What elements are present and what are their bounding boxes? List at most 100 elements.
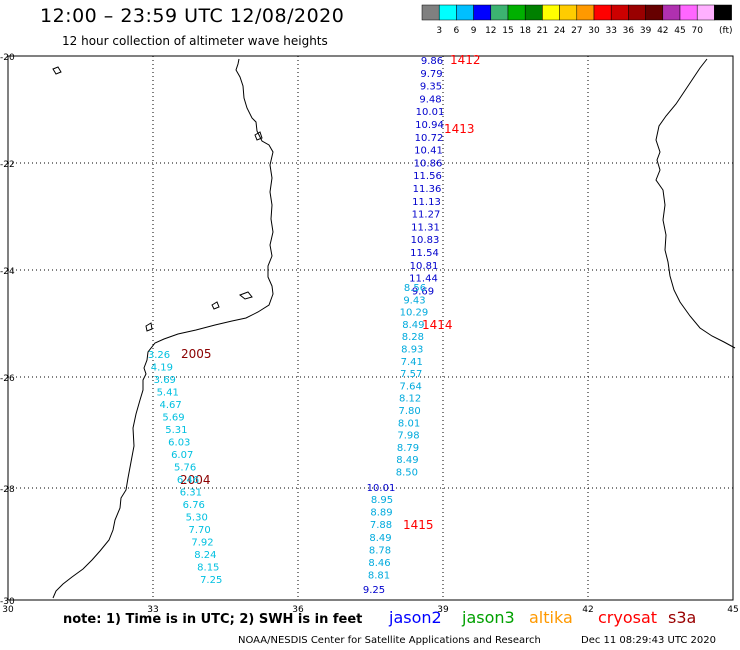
color-scale-tick: 33	[605, 26, 616, 36]
latitude-tick-label: -24	[0, 267, 15, 277]
wave-height-value: 9.79	[420, 69, 442, 80]
wave-height-value: 9.43	[403, 295, 425, 306]
pass-number-label: 1415	[403, 518, 434, 532]
color-scale-tick: 6	[454, 26, 460, 36]
pass-number-label: 1413	[444, 122, 475, 136]
latitude-tick-label: -20	[0, 53, 15, 63]
wave-height-value: 8.81	[368, 571, 390, 582]
wave-height-value: 7.57	[400, 369, 422, 380]
wave-height-value: 9.86	[421, 56, 443, 67]
satellite-legend-cryosat: cryosat	[598, 608, 658, 627]
wave-height-value: 8.12	[399, 394, 421, 405]
latitude-tick-label: -28	[0, 485, 15, 495]
longitude-tick-label: 45	[727, 605, 738, 615]
wave-height-value: 5.31	[165, 425, 187, 436]
map-frame: 30 33 36 39 42 45 -20 -22 -24 -26 -28 -30	[0, 53, 739, 615]
latitude-tick-label: -30	[0, 597, 15, 607]
color-scale-tick: 18	[519, 26, 531, 36]
wave-height-value: 3.26	[148, 350, 170, 361]
wave-height-value: 10.86	[414, 158, 443, 169]
wave-height-value: 8.49	[402, 320, 424, 331]
wave-height-value: 7.80	[398, 406, 420, 417]
wave-height-value: 8.28	[402, 332, 424, 343]
color-scale-tick: 9	[471, 26, 477, 36]
wave-height-value: 10.83	[411, 235, 440, 246]
wave-height-value: 7.92	[191, 538, 213, 549]
wave-height-value: 8.46	[368, 558, 390, 569]
wave-height-value: 8.79	[397, 443, 419, 454]
color-scale-tick: 39	[640, 26, 652, 36]
longitude-tick-label: 36	[292, 605, 304, 615]
color-scale-tick: 21	[537, 26, 548, 36]
wave-height-value: 8.15	[197, 563, 219, 574]
wave-height-tracks: 9.869.799.359.4810.0110.9410.7210.4110.8…	[148, 56, 444, 596]
footer-note: note: 1) Time is in UTC; 2) SWH is in fe…	[63, 612, 363, 627]
color-swatch	[714, 4, 732, 21]
wave-height-value: 11.44	[409, 274, 438, 285]
wave-height-value: 5.69	[162, 413, 184, 424]
wave-height-value: 6.46	[177, 475, 199, 486]
wave-height-value: 11.56	[413, 171, 442, 182]
wave-height-value: 7.25	[200, 575, 222, 586]
wave-height-value: 7.70	[188, 525, 210, 536]
madagascar-coastline	[655, 58, 736, 349]
wave-height-value: 8.01	[398, 418, 420, 429]
wave-height-value: 10.94	[415, 120, 444, 131]
wave-height-value: 9.35	[420, 82, 442, 93]
pass-number-label: 1414	[422, 318, 453, 332]
coastline	[52, 58, 736, 599]
wave-height-value: 8.78	[369, 545, 391, 556]
color-scale-tick: 15	[502, 26, 513, 36]
wave-height-value: 10.72	[415, 133, 444, 144]
longitude-tick-label: 42	[582, 605, 593, 615]
wave-height-value: 6.07	[171, 450, 193, 461]
wave-height-value: 8.93	[401, 345, 423, 356]
satellite-legend-altika: altika	[529, 608, 573, 627]
satellite-legend-s3a: s3a	[668, 608, 697, 627]
map-subtitle: 12 hour collection of altimeter wave hei…	[62, 34, 328, 48]
lake-outline	[52, 66, 62, 75]
wave-height-value: 5.76	[174, 463, 196, 474]
wave-height-value: 5.41	[157, 388, 179, 399]
wave-height-value: 10.29	[400, 308, 429, 319]
color-scale-tick: 12	[485, 26, 496, 36]
pass-number-label: 2004	[180, 473, 211, 487]
wave-height-value: 8.95	[371, 495, 393, 506]
color-scale-tick: 24	[554, 26, 566, 36]
pass-number-labels: 1412 1413 1414 1415 2005 2004	[180, 53, 481, 532]
wave-height-value: 10.81	[410, 261, 439, 272]
wave-height-value: 11.36	[413, 184, 442, 195]
pass-number-label: 1412	[450, 53, 481, 67]
africa-coastline	[52, 58, 274, 599]
wave-height-value: 3.69	[154, 375, 176, 386]
color-scale-unit: (ft)	[719, 26, 733, 36]
map-border	[7, 55, 734, 601]
wave-height-value: 9.48	[419, 94, 441, 105]
wave-height-value: 7.41	[401, 357, 423, 368]
wave-height-value: 11.31	[411, 222, 440, 233]
color-scale-legend: 3 6 9 12 15 18 21 24 27 30 33 36 39 42 45 70 (ft)	[421, 4, 733, 36]
wave-height-value: 8.24	[194, 550, 216, 561]
color-scale-tick: 30	[588, 26, 600, 36]
longitude-tick-label: 30	[2, 605, 14, 615]
wave-height-value: 8.50	[396, 468, 418, 479]
longitude-tick-label: 33	[147, 605, 158, 615]
generated-timestamp: Dec 11 08:29:43 UTC 2020	[581, 635, 716, 646]
color-scale-tick: 45	[674, 26, 685, 36]
wave-height-value: 7.64	[400, 381, 422, 392]
wave-height-value: 6.31	[180, 488, 202, 499]
satellite-legend-jason3: jason3	[462, 608, 515, 627]
map-title: 12:00 – 23:59 UTC 12/08/2020	[40, 5, 345, 27]
island-outline	[254, 131, 263, 141]
wave-height-value: 8.49	[396, 455, 418, 466]
island-outline	[145, 322, 153, 332]
wave-height-value: 10.01	[416, 107, 445, 118]
wave-height-value: 5.30	[186, 513, 208, 524]
wave-height-value: 7.88	[370, 520, 392, 531]
color-scale-tick: 27	[571, 26, 582, 36]
wave-height-value: 9.69	[412, 286, 434, 297]
wave-height-value: 10.41	[414, 146, 443, 157]
color-scale-tick: 70	[691, 26, 703, 36]
wave-height-value: 6.76	[183, 500, 205, 511]
